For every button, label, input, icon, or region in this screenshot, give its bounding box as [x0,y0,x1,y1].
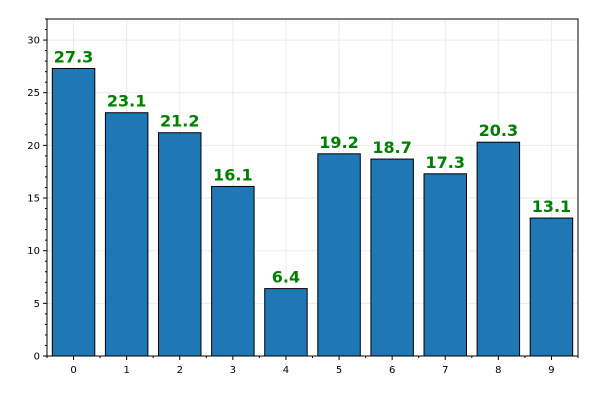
data-label-5: 19.2 [319,133,358,152]
data-label-9: 13.1 [532,197,571,216]
x-tick-label-5: 5 [336,365,342,376]
data-label-6: 18.7 [372,138,411,157]
data-label-3: 16.1 [213,165,252,184]
y-tick-label-30: 30 [27,36,40,47]
data-label-1: 23.1 [107,92,146,111]
bar-1 [104,112,149,357]
x-tick-label-4: 4 [283,365,289,376]
data-label-0: 27.3 [54,47,93,66]
axes: 0 5 10 15 20 25 30 0 1 2 3 4 5 6 7 8 9 [27,18,579,376]
data-label-4: 6.4 [272,268,300,287]
data-label-8: 20.3 [479,121,518,140]
bar-7 [423,173,467,357]
bars [51,67,574,357]
data-labels: 27.3 23.1 21.2 16.1 6.4 19.2 18.7 17.3 20.3 13.1 [54,47,571,286]
x-tick-label-8: 8 [495,365,501,376]
data-label-7: 17.3 [426,153,465,172]
y-tick-label-15: 15 [27,194,40,205]
bar-2 [158,132,202,357]
y-tick-label-10: 10 [27,246,40,257]
bar-3 [211,185,255,357]
y-tick-label-0: 0 [34,352,40,363]
x-tick-label-7: 7 [442,365,448,376]
x-tick-label-0: 0 [70,365,76,376]
x-tick-label-9: 9 [548,365,554,376]
y-tick-label-20: 20 [27,141,40,152]
x-tick-label-2: 2 [177,365,183,376]
x-tick-label-6: 6 [389,365,395,376]
bar-6 [370,158,414,357]
y-tick-label-25: 25 [27,88,40,99]
bar-5 [317,153,361,357]
x-tick-label-1: 1 [123,365,129,376]
bar-4 [264,288,308,357]
bar-8 [476,141,521,357]
x-tick-label-3: 3 [230,365,236,376]
y-tick-label-5: 5 [34,299,40,310]
bar-9 [529,217,574,357]
data-label-2: 21.2 [160,112,199,131]
bar-0 [51,67,96,357]
